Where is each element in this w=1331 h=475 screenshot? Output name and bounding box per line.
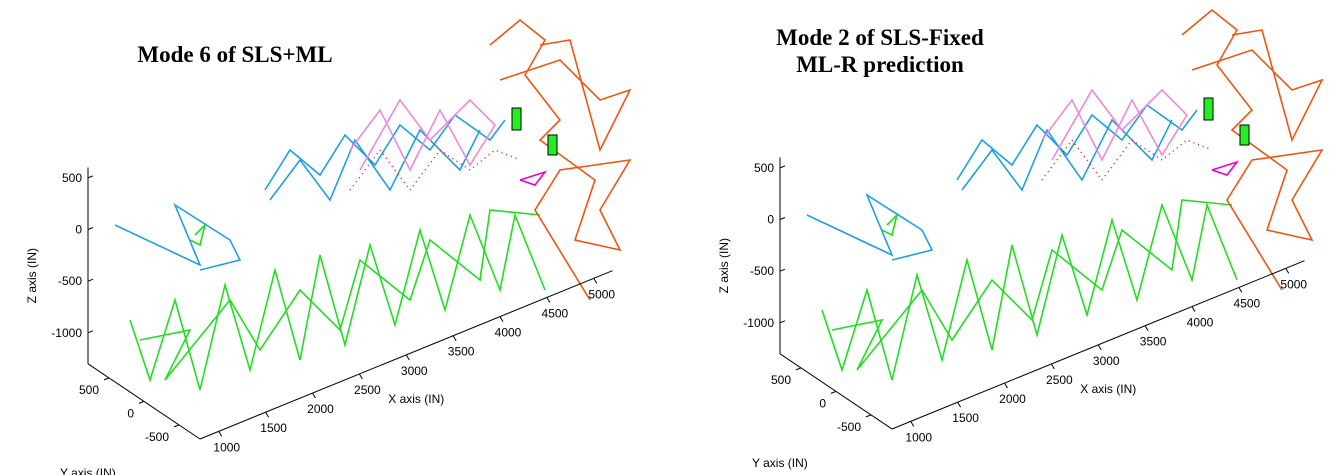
- x-axis-label: X axis (IN): [388, 392, 444, 406]
- x-tick: [265, 411, 270, 418]
- z-tick: [87, 278, 94, 282]
- x-tick: [593, 278, 598, 284]
- x-tick: [1097, 344, 1102, 351]
- y-tick-label: -500: [837, 420, 861, 434]
- y-tick: [830, 390, 837, 394]
- z-axis-label: Z axis (IN): [25, 248, 39, 303]
- y-axis-label: Y axis (IN): [60, 466, 116, 475]
- y-tick: [865, 414, 872, 418]
- z-tick-label: 500: [754, 161, 774, 175]
- x-tick: [312, 392, 316, 399]
- z-axis-label: Z axis (IN): [717, 238, 731, 293]
- x-tick-label: 3500: [448, 345, 475, 359]
- z-tick: [779, 320, 786, 324]
- x-tick-label: 3000: [401, 364, 428, 378]
- x-tick-label: 1000: [905, 430, 932, 444]
- chart-title: ML-R prediction: [796, 52, 964, 77]
- x-tick-label: 4500: [1234, 296, 1261, 310]
- y-tick-label: 0: [127, 406, 134, 420]
- x-tick-label: 1500: [952, 411, 979, 425]
- y-tick-label: 500: [771, 373, 791, 387]
- wireframe-left: [114, 19, 631, 391]
- x-tick: [1050, 363, 1055, 370]
- x-tick: [1191, 306, 1196, 312]
- z-tick: [779, 165, 786, 169]
- x-tick-label: 4000: [1187, 316, 1214, 330]
- x-tick: [405, 354, 410, 361]
- x-tick: [499, 316, 504, 322]
- x-tick-label: 3000: [1093, 354, 1120, 368]
- z-tick-label: -1000: [51, 326, 82, 340]
- x-tick: [1004, 382, 1008, 389]
- y-tick: [173, 424, 180, 428]
- x-tick-label: 3500: [1140, 335, 1167, 349]
- x-axis-label: X axis (IN): [1080, 382, 1136, 396]
- x-tick-label: 2500: [354, 383, 381, 397]
- z-tick-label: -1000: [743, 316, 774, 330]
- y-tick-label: -500: [145, 430, 169, 444]
- y-tick: [795, 367, 802, 371]
- x-tick-label: 1500: [260, 421, 287, 435]
- chart-title: Mode 6 of SLS+ML: [137, 42, 332, 67]
- x-tick: [546, 297, 551, 303]
- x-tick: [1238, 287, 1243, 293]
- x-tick-label: 1000: [213, 440, 240, 454]
- x-tick: [910, 421, 915, 427]
- y-tick-label: 500: [79, 383, 99, 397]
- z-tick: [87, 227, 94, 230]
- x-tick-label: 5000: [588, 287, 615, 301]
- x-tick-label: 5000: [1280, 277, 1307, 291]
- z-tick-label: -500: [58, 274, 82, 288]
- x-tick: [358, 373, 363, 380]
- z-tick: [87, 330, 94, 334]
- z-tick: [779, 217, 786, 220]
- z-tick-label: 0: [75, 223, 82, 237]
- x-tick-label: 4500: [542, 306, 569, 320]
- x-tick: [1144, 325, 1149, 331]
- z-tick: [779, 268, 786, 272]
- y-axis-label: Y axis (IN): [752, 456, 808, 470]
- z-tick-label: -500: [750, 264, 774, 278]
- z-tick-label: 500: [62, 171, 82, 185]
- x-tick-label: 2000: [307, 402, 334, 416]
- z-tick-label: 0: [767, 213, 774, 227]
- x-tick-label: 2500: [1046, 373, 1073, 387]
- x-tick-label: 2000: [999, 392, 1026, 406]
- x-tick-label: 4000: [495, 326, 522, 340]
- x-tick: [1285, 268, 1290, 274]
- y-tick: [138, 400, 145, 404]
- axes: 100015002000250030003500400045005000-500…: [25, 42, 615, 475]
- z-tick: [87, 175, 94, 179]
- x-tick: [218, 431, 223, 437]
- y-tick-label: 0: [819, 396, 826, 410]
- x-tick: [452, 335, 457, 341]
- x-tick: [957, 401, 962, 408]
- chart-title: Mode 2 of SLS-Fixed: [776, 25, 984, 50]
- axes: 100015002000250030003500400045005000-500…: [717, 25, 1307, 470]
- y-tick: [103, 377, 110, 381]
